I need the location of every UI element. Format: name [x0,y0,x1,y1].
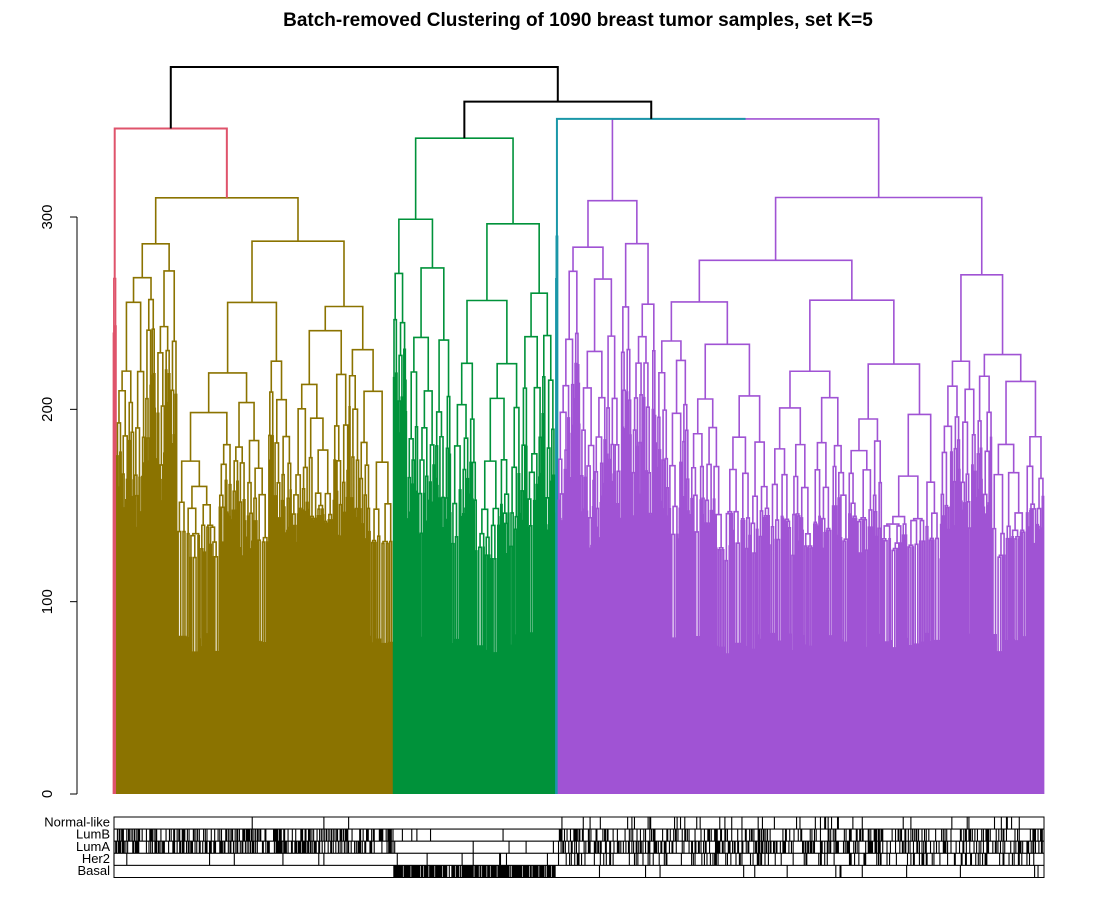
dendrogram-tree [112,66,1045,794]
merge-root [169,66,559,129]
track-row [113,816,1045,830]
y-tick-label: 200 [39,397,56,422]
cluster-5-subtree [557,118,1045,794]
cluster-4-subtree [555,235,559,794]
track-label: Her2 [82,851,110,866]
cluster-branches [557,118,1045,794]
track-label: Basal [77,863,110,878]
track-marks [113,841,1043,854]
cluster-3-subtree [392,137,556,794]
track-label: LumB [76,827,110,842]
track-marks [393,865,1039,878]
chart-title: Batch-removed Clustering of 1090 breast … [283,10,873,31]
top-merges [113,66,746,279]
y-tick-label: 300 [39,205,56,230]
track-marks [113,829,1043,842]
track-marks [113,853,1035,866]
y-tick-label: 100 [39,589,56,614]
track-marks [251,817,1020,830]
y-axis: 0 100 200 300 [39,205,78,798]
cluster-branches [116,196,394,794]
track-label: LumA [76,839,110,854]
track-row [113,864,1045,879]
cluster-branches [112,277,117,794]
cluster-branches [392,137,556,794]
merge-1-2 [113,127,228,279]
cluster-2-subtree [116,196,394,794]
y-tick-label: 0 [39,790,56,798]
cluster-1-subtree [112,277,117,794]
merge-4-5 [555,117,746,237]
track-label: Normal-like [44,815,110,830]
cluster-branches [555,235,559,794]
